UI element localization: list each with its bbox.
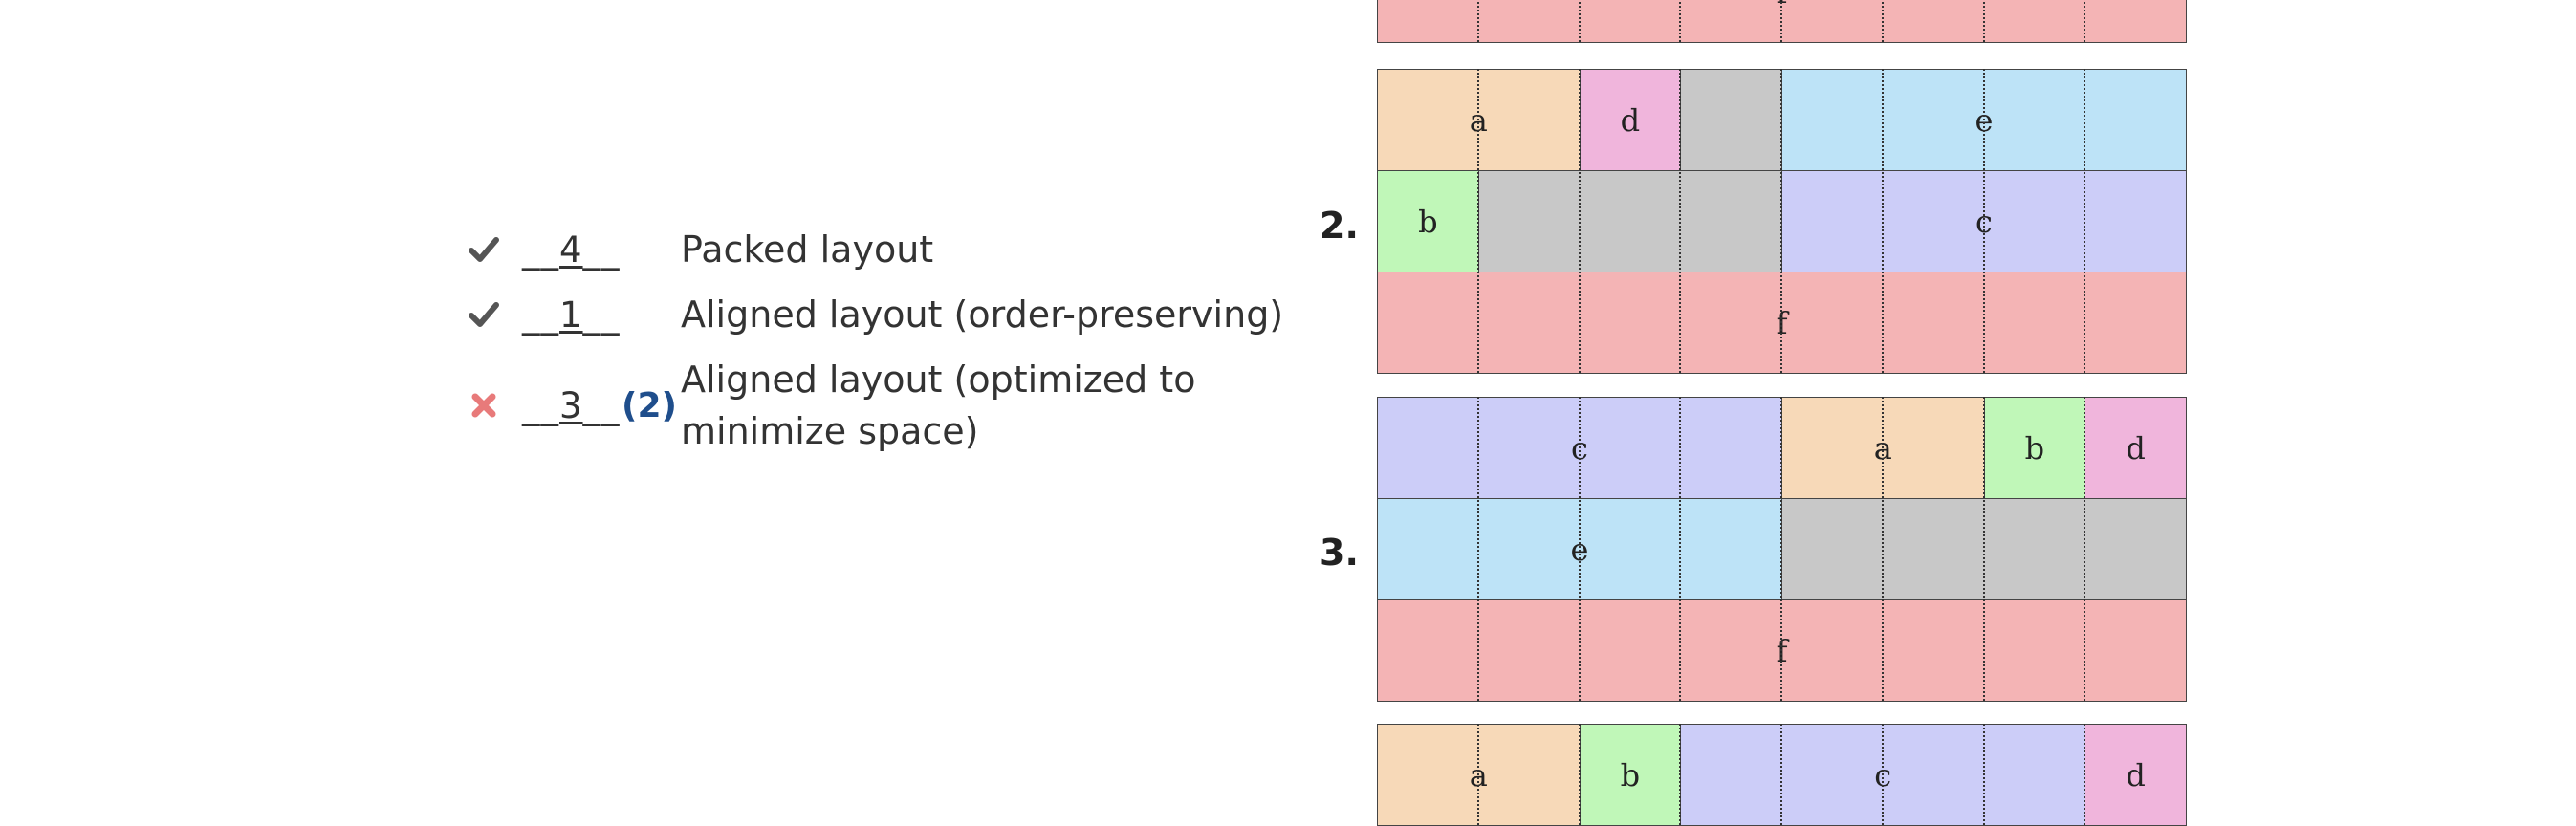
answer-label: Packed layout [681,228,934,271]
column-guide [1881,69,1884,373]
column-guide [1982,0,1985,42]
block-d: d [2085,397,2187,499]
answer-list: __4__ Packed layout __1__ Aligned layout… [459,224,1312,457]
column-guide [1476,69,1479,373]
check-icon [459,225,509,274]
column-guide [1780,397,1782,701]
column-guide [1578,724,1581,825]
column-guide [2084,0,2086,42]
answer-blank: __3__ [522,384,621,426]
column-guide [1476,724,1479,825]
column-guide [2084,724,2086,825]
answer-row-aligned-optimized: __3__ (2) Aligned layout (optimized to m… [459,354,1312,457]
answer-label: Aligned layout (optimized to minimize sp… [681,359,1196,452]
column-guide [1679,724,1682,825]
answer-label: Aligned layout (order-preserving) [681,293,1284,336]
column-guide [1679,397,1682,701]
diagram-number-2: 2. [1320,205,1359,247]
column-guide [1982,724,1985,825]
answer-row-packed: __4__ Packed layout [459,224,933,275]
answer-row-aligned-order: __1__ Aligned layout (order-preserving) [459,289,1283,340]
column-guide [1476,397,1479,701]
column-guide [1780,724,1782,825]
block-d: d [2085,724,2187,826]
column-guide [2084,69,2086,373]
empty-space [1680,69,1782,171]
column-guide [1881,724,1884,825]
column-guide [1982,397,1985,701]
answer-blank: __1__ [522,293,621,336]
correction-number: (2) [622,385,677,425]
block-b: b [1983,397,2086,499]
empty-space [1477,170,1782,272]
check-icon [459,290,509,339]
column-guide [1982,69,1985,373]
answer-blank: __4__ [522,228,621,271]
column-guide [1578,69,1581,373]
block-b: b [1579,724,1682,826]
column-guide [1881,0,1884,42]
layout-diagram-1: f [1377,0,2187,43]
column-guide [1780,69,1782,373]
block-d: d [1579,69,1682,171]
column-guide [1679,0,1682,42]
column-guide [1578,0,1581,42]
column-guide [1780,0,1782,42]
column-guide [1881,397,1884,701]
column-guide [2084,397,2086,701]
column-guide [1679,69,1682,373]
column-guide [1476,0,1479,42]
block-b: b [1377,170,1479,272]
diagram-number-3: 3. [1320,532,1359,574]
column-guide [1578,397,1581,701]
cross-icon [459,380,509,430]
